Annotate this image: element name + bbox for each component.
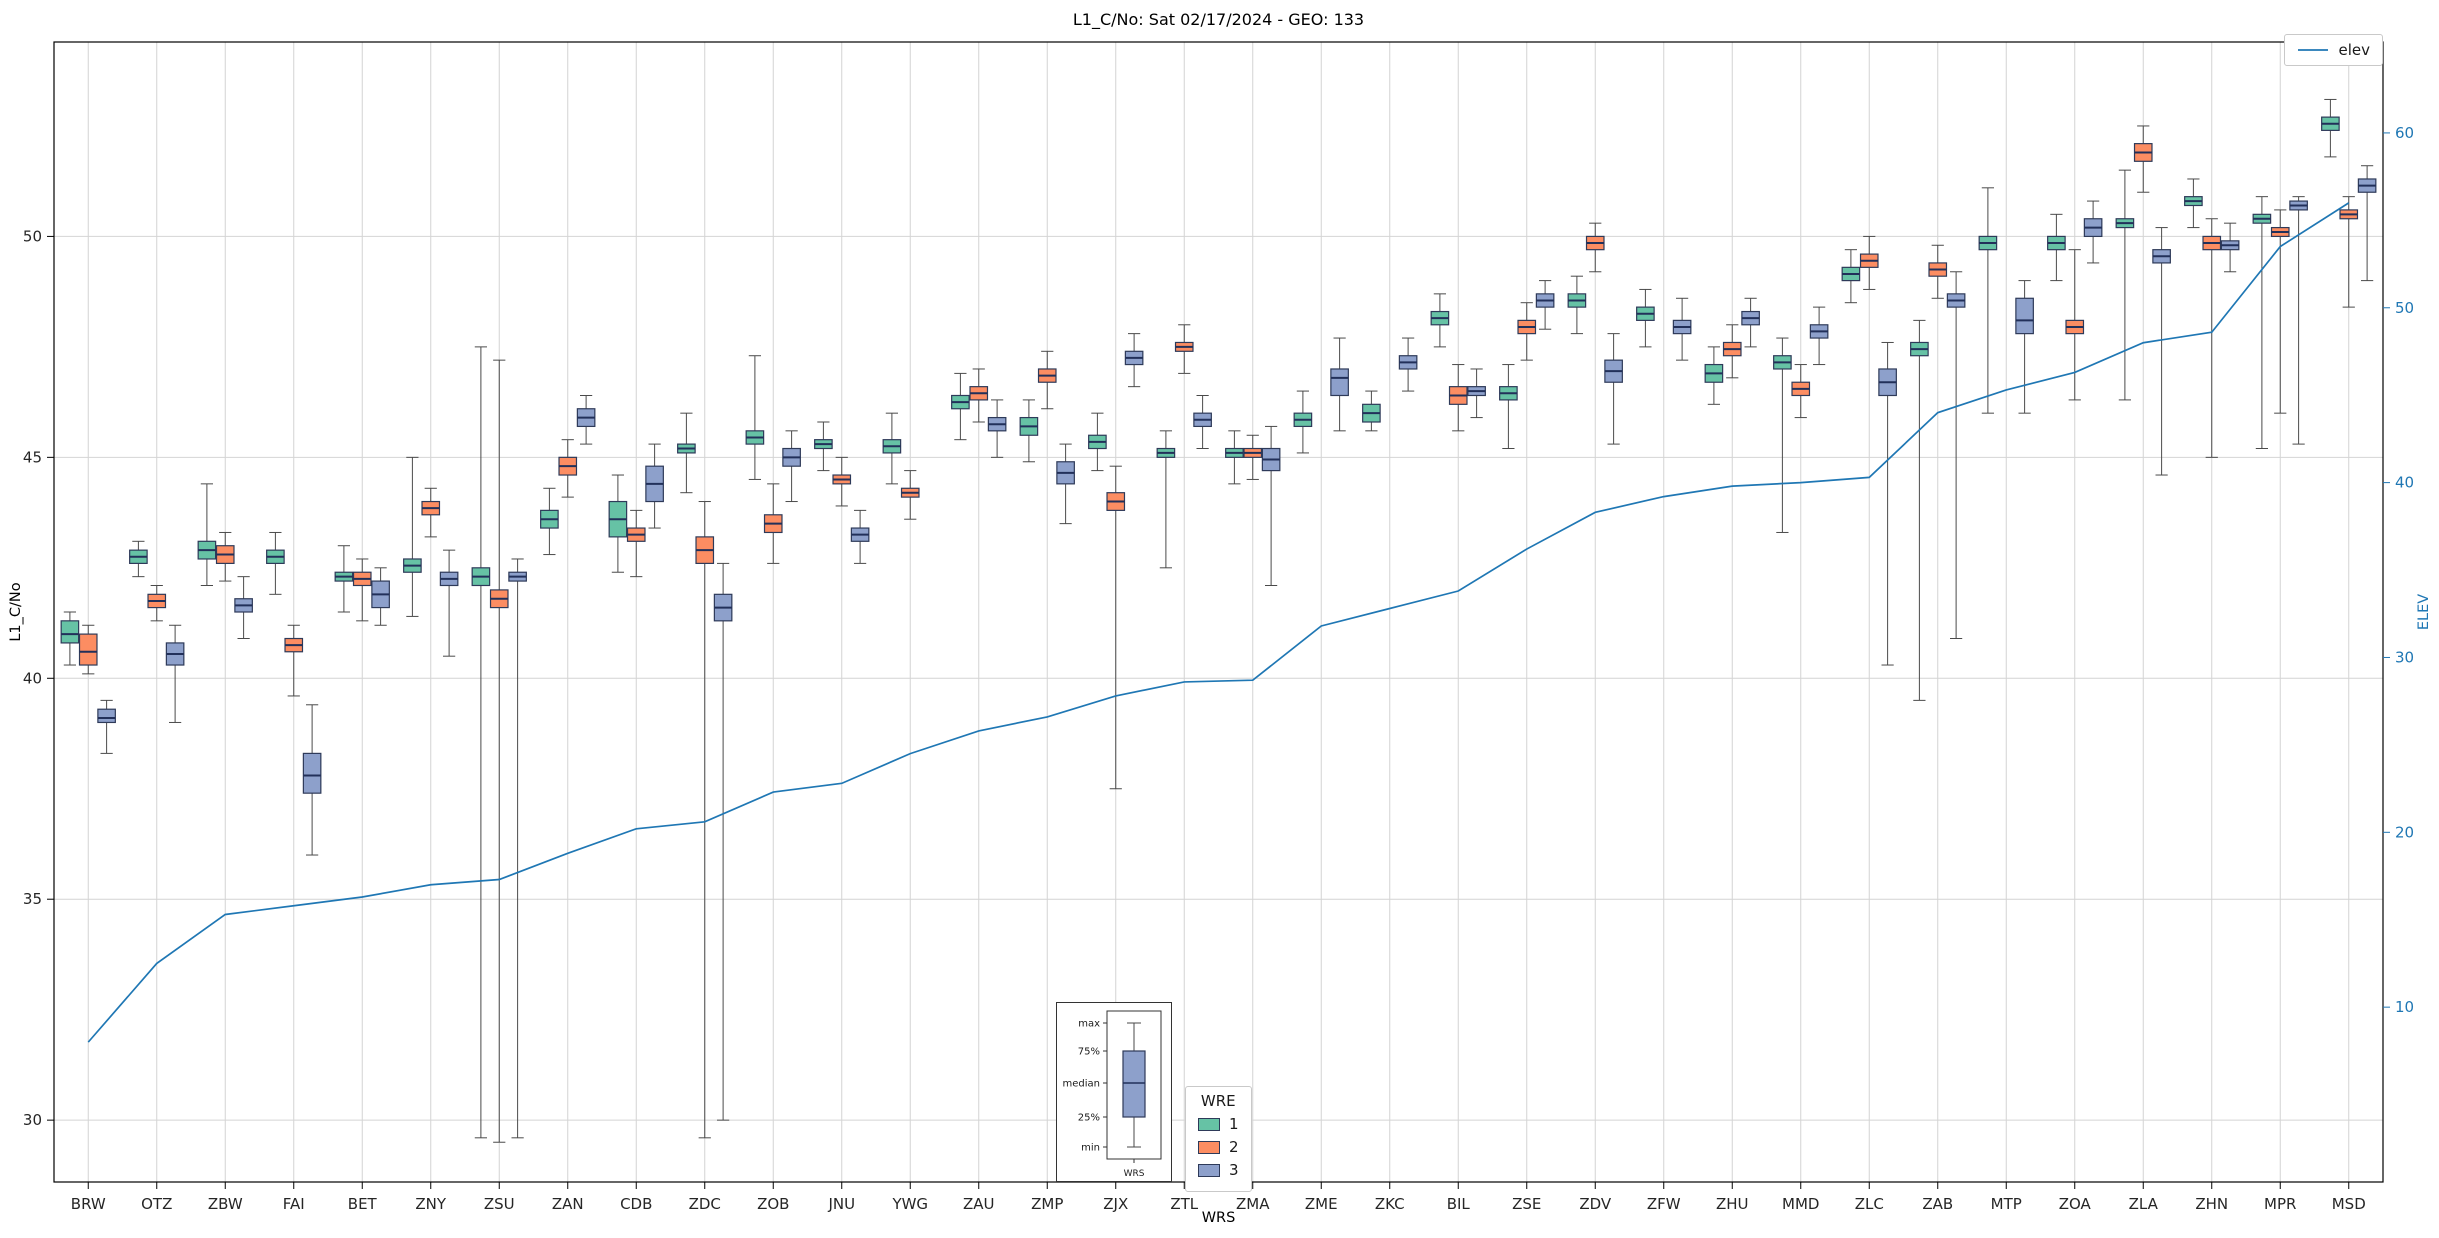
y2-axis-label: ELEV bbox=[2416, 593, 2432, 631]
svg-text:40: 40 bbox=[2395, 474, 2414, 492]
svg-text:ZAB: ZAB bbox=[1922, 1195, 1953, 1213]
svg-text:25%: 25% bbox=[1078, 1113, 1100, 1124]
svg-text:10: 10 bbox=[2395, 998, 2414, 1016]
svg-text:35: 35 bbox=[23, 890, 42, 908]
wre1-swatch bbox=[1198, 1117, 1220, 1131]
svg-text:ZNY: ZNY bbox=[415, 1195, 446, 1213]
svg-text:WRS: WRS bbox=[1124, 1169, 1145, 1179]
wre-legend: WRE 1 2 3 bbox=[1185, 1086, 1252, 1192]
y-axis-label: L1_C/No bbox=[8, 582, 24, 642]
svg-text:50: 50 bbox=[2395, 299, 2414, 317]
svg-text:ZAN: ZAN bbox=[552, 1195, 584, 1213]
svg-text:ZSE: ZSE bbox=[1512, 1195, 1541, 1213]
svg-text:ZOB: ZOB bbox=[757, 1195, 789, 1213]
chart-title: L1_C/No: Sat 02/17/2024 - GEO: 133 bbox=[1072, 10, 1365, 29]
wre-legend-title: WRE bbox=[1200, 1092, 1236, 1110]
svg-text:ZLA: ZLA bbox=[2129, 1195, 2159, 1213]
svg-text:ZAU: ZAU bbox=[963, 1195, 995, 1213]
svg-text:50: 50 bbox=[23, 227, 42, 245]
plot-frame bbox=[53, 41, 2384, 1183]
svg-text:MSD: MSD bbox=[2332, 1195, 2366, 1213]
svg-text:MTP: MTP bbox=[1991, 1195, 2022, 1213]
svg-text:ZTL: ZTL bbox=[1170, 1195, 1198, 1213]
elev-legend-label: elev bbox=[2338, 41, 2370, 59]
svg-text:ZLC: ZLC bbox=[1855, 1195, 1884, 1213]
svg-text:ZME: ZME bbox=[1305, 1195, 1338, 1213]
boxplot-explainer-inset: max 75% median 25% min WRS bbox=[1056, 1002, 1172, 1182]
svg-text:FAI: FAI bbox=[283, 1195, 305, 1213]
y-tick-labels-right: 10 20 30 40 50 60 bbox=[2383, 124, 2414, 1016]
svg-text:ZFW: ZFW bbox=[1647, 1195, 1681, 1213]
svg-text:BRW: BRW bbox=[71, 1195, 106, 1213]
x-axis-label: WRS bbox=[1201, 1210, 1236, 1226]
svg-text:min: min bbox=[1081, 1143, 1100, 1154]
svg-text:ZDC: ZDC bbox=[689, 1195, 721, 1213]
svg-text:60: 60 bbox=[2395, 124, 2414, 142]
svg-text:ZOA: ZOA bbox=[2059, 1195, 2092, 1213]
svg-text:CDB: CDB bbox=[620, 1195, 652, 1213]
svg-text:YWG: YWG bbox=[891, 1195, 928, 1213]
svg-text:ZHU: ZHU bbox=[1716, 1195, 1749, 1213]
box-layer bbox=[60, 98, 2377, 1143]
svg-text:20: 20 bbox=[2395, 823, 2414, 841]
svg-text:40: 40 bbox=[23, 669, 42, 687]
x-tick-labels: BRW OTZ ZBW FAI BET ZNY ZSU ZAN CDB ZDC ZOB JNU YWG Z… bbox=[71, 1182, 2366, 1213]
wre3-label: 3 bbox=[1229, 1161, 1239, 1179]
svg-text:ZBW: ZBW bbox=[208, 1195, 243, 1213]
elev-legend: elev bbox=[2284, 34, 2383, 66]
legend-entry-wre3: 3 bbox=[1198, 1161, 1239, 1179]
svg-text:max: max bbox=[1078, 1019, 1100, 1030]
svg-text:45: 45 bbox=[23, 448, 42, 466]
svg-text:ZJX: ZJX bbox=[1103, 1195, 1128, 1213]
svg-text:MPR: MPR bbox=[2264, 1195, 2296, 1213]
svg-text:median: median bbox=[1063, 1079, 1101, 1090]
svg-text:75%: 75% bbox=[1078, 1047, 1100, 1058]
wre2-label: 2 bbox=[1229, 1138, 1239, 1156]
svg-text:BET: BET bbox=[348, 1195, 378, 1213]
svg-text:MMD: MMD bbox=[1782, 1195, 1819, 1213]
svg-text:ZKC: ZKC bbox=[1375, 1195, 1405, 1213]
boxplot-explainer-diagram: max 75% median 25% min WRS bbox=[1063, 1010, 1162, 1179]
svg-text:30: 30 bbox=[23, 1111, 42, 1129]
elev-line bbox=[87, 202, 2350, 1043]
grid-layer bbox=[54, 42, 2383, 1182]
wre3-swatch bbox=[1198, 1163, 1220, 1177]
svg-text:ZDV: ZDV bbox=[1579, 1195, 1612, 1213]
svg-text:ZMP: ZMP bbox=[1031, 1195, 1063, 1213]
y-tick-labels-left: 30 35 40 45 50 bbox=[23, 227, 54, 1129]
legend-entry-wre1: 1 bbox=[1198, 1115, 1239, 1133]
svg-text:BIL: BIL bbox=[1447, 1195, 1471, 1213]
svg-text:OTZ: OTZ bbox=[141, 1195, 172, 1213]
svg-text:30: 30 bbox=[2395, 648, 2414, 666]
elev-line-swatch bbox=[2298, 49, 2329, 51]
svg-text:ZMA: ZMA bbox=[1236, 1195, 1270, 1213]
legend-entry-wre2: 2 bbox=[1198, 1138, 1239, 1156]
wre1-label: 1 bbox=[1229, 1115, 1239, 1133]
svg-text:ZSU: ZSU bbox=[484, 1195, 515, 1213]
svg-text:JNU: JNU bbox=[827, 1195, 855, 1213]
wre2-swatch bbox=[1198, 1140, 1220, 1154]
svg-text:ZHN: ZHN bbox=[2195, 1195, 2228, 1213]
